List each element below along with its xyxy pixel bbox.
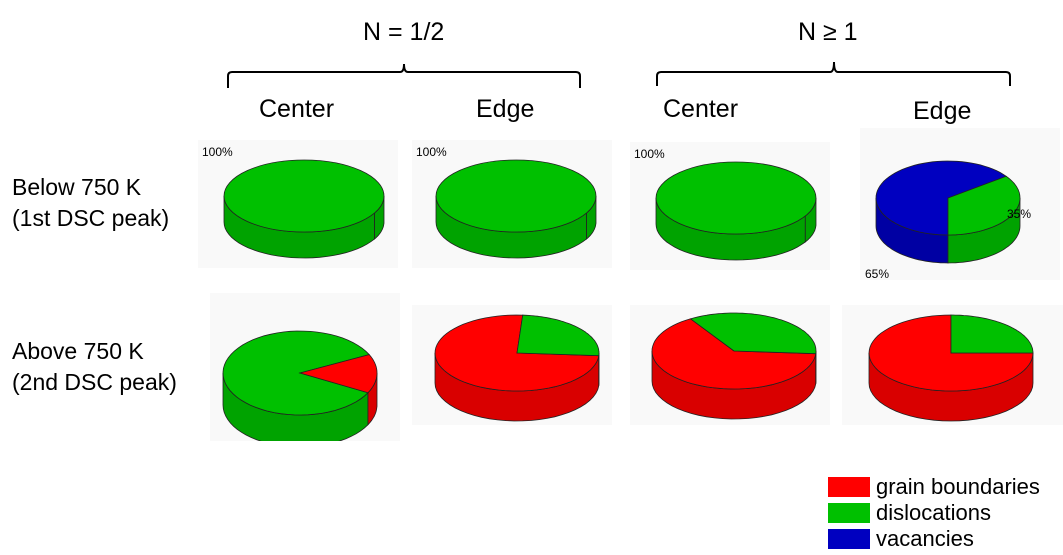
legend-item-dislocations: dislocations: [828, 500, 1040, 526]
pie-slice-grain_boundaries: [651, 318, 817, 390]
pie-label-dislocations: 100%: [202, 145, 233, 159]
pie-slice-dislocations: [655, 161, 817, 235]
row-label-below-line1: Below 750 K: [12, 174, 142, 200]
pie-chart: 100%: [630, 142, 830, 270]
pie-label-dislocations: 100%: [634, 147, 665, 161]
pie-panel-n-ge1-edge-below: 65% 35%: [860, 128, 1060, 280]
brace-n-half: [227, 63, 581, 88]
column-header-edge-1: Edge: [476, 95, 535, 123]
pie-chart: 85%15%: [210, 293, 400, 441]
row-label-below-line2: (1st DSC peak): [12, 205, 170, 231]
pie-slice-dislocations: [950, 314, 1034, 354]
legend-label-vacancies: vacancies: [876, 526, 974, 551]
row-label-above-line1: Above 750 K: [12, 338, 144, 364]
pie-panel-n-ge1-edge-above: 75%25%: [842, 305, 1063, 425]
pie-chart: 100%: [198, 140, 398, 268]
pie-slice-dislocations: [689, 312, 817, 355]
pie-panel-n-ge1-center-above: 65%35%: [630, 305, 830, 425]
column-header-center-1: Center: [259, 95, 335, 123]
legend: grain boundaries dislocations vacancies: [828, 474, 1040, 552]
pie-label-dislocations: 100%: [416, 145, 447, 159]
column-header-center-2: Center: [663, 95, 739, 123]
pie-slice-vacancies: [875, 160, 1008, 236]
pie-panel-n-half-edge-above: 75%25%: [412, 305, 612, 425]
legend-swatch-grain-boundaries: [828, 477, 870, 497]
row-label-above-line2: (2nd DSC peak): [12, 369, 177, 395]
group-braces: [227, 61, 1011, 88]
pie-label-dislocations: 35%: [1007, 207, 1031, 221]
group-title-n-half: N = 1/2: [363, 18, 445, 46]
legend-swatch-vacancies: [828, 529, 870, 549]
pie-slice-dislocations: [435, 159, 597, 233]
pie-panel-n-ge1-center-below: 100%: [630, 142, 830, 270]
legend-item-grain-boundaries: grain boundaries: [828, 474, 1040, 500]
pie-panel-n-half-edge-below: 100%: [412, 140, 612, 268]
row-label-above-750k: Above 750 K (2nd DSC peak): [12, 336, 177, 398]
pie-chart: 75%25%: [842, 305, 1063, 425]
pie-chart: 65% 35%: [860, 128, 1060, 280]
pie-slice-dislocations: [223, 159, 385, 233]
legend-swatch-dislocations: [828, 503, 870, 523]
pie-slice-grain_boundaries: [298, 354, 378, 394]
legend-label-dislocations: dislocations: [876, 500, 991, 525]
pie-panel-n-half-center-above: 85%15%: [210, 293, 400, 441]
group-title-n-ge-1: N ≥ 1: [798, 18, 858, 46]
pie-slice-dislocations: [947, 175, 1021, 236]
pie-chart: 100%: [412, 140, 612, 268]
legend-label-grain-boundaries: grain boundaries: [876, 474, 1040, 499]
column-header-edge-2: Edge: [913, 97, 972, 125]
pie-chart: 75%25%: [412, 305, 612, 425]
legend-item-vacancies: vacancies: [828, 526, 1040, 552]
row-label-below-750k: Below 750 K (1st DSC peak): [12, 172, 169, 234]
pie-label-vacancies: 65%: [865, 267, 889, 280]
pie-chart: 65%35%: [630, 305, 830, 425]
pie-slice-dislocations: [222, 330, 370, 416]
pie-panel-n-half-center-below: 100%: [198, 140, 398, 268]
brace-n-ge-1: [656, 61, 1011, 86]
pie-slice-dislocations: [516, 314, 600, 357]
